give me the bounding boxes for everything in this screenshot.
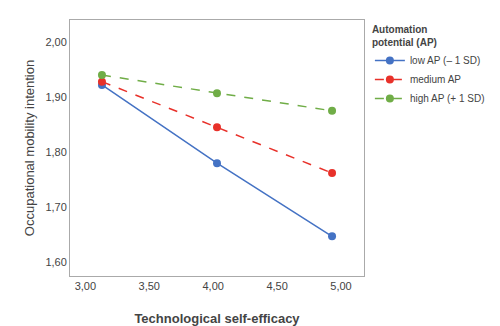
svg-text:1,90: 1,90 [45,91,66,103]
svg-text:high AP (+ 1 SD): high AP (+ 1 SD) [410,93,485,104]
svg-text:low AP (– 1 SD): low AP (– 1 SD) [410,55,480,66]
svg-text:1,80: 1,80 [45,146,66,158]
svg-text:Technological self-efficacy: Technological self-efficacy [134,311,300,326]
svg-text:Occupational mobility intentio: Occupational mobility intention [22,60,37,236]
svg-text:2,00: 2,00 [45,36,66,48]
svg-text:3,00: 3,00 [75,280,96,292]
svg-text:3,50: 3,50 [139,280,160,292]
svg-text:4,50: 4,50 [266,280,287,292]
svg-text:1,70: 1,70 [45,201,66,213]
svg-text:5,00: 5,00 [330,280,351,292]
svg-text:Automationpotential (AP): Automationpotential (AP) [372,24,437,48]
svg-text:4,00: 4,00 [202,280,223,292]
svg-text:medium AP: medium AP [410,74,461,85]
svg-text:1,60: 1,60 [45,256,66,268]
